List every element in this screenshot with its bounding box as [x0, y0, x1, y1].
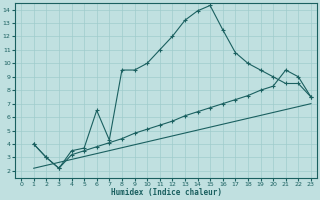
X-axis label: Humidex (Indice chaleur): Humidex (Indice chaleur) — [110, 188, 221, 197]
